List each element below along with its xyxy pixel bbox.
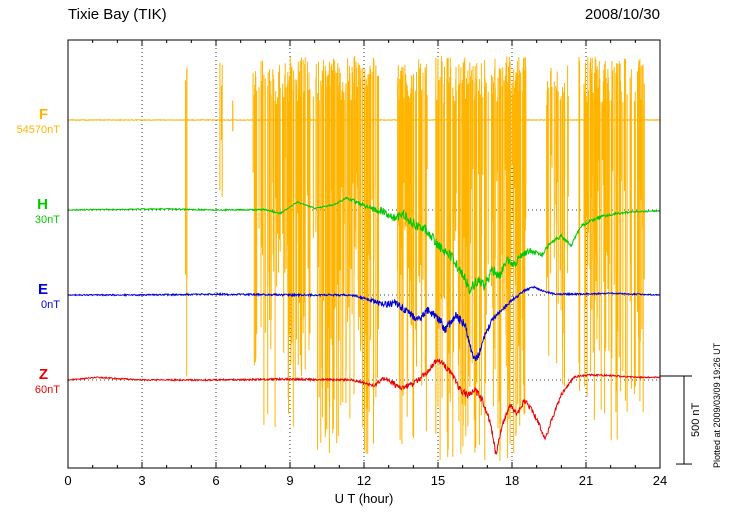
trace-F-spikes <box>185 56 645 461</box>
x-tick-label: 9 <box>286 473 294 488</box>
x-tick-label: 21 <box>578 473 594 488</box>
trace-E <box>67 285 660 362</box>
x-tick-label: 6 <box>212 473 220 488</box>
x-tick-label: 15 <box>430 473 446 488</box>
series-baseline-value: 0nT <box>41 299 60 311</box>
scale-bar <box>660 375 692 465</box>
x-tick-label: 0 <box>64 473 72 488</box>
series-label-h: H 30nT <box>0 196 62 227</box>
x-tick-label: 3 <box>138 473 146 488</box>
x-tick-label: 24 <box>652 473 668 488</box>
scale-bar-label: 500 nT <box>690 402 702 438</box>
trace-H <box>67 196 660 295</box>
series-label-f: F 54570nT <box>0 106 62 137</box>
series-label-e: E 0nT <box>0 281 62 312</box>
x-tick-label: 12 <box>356 473 372 488</box>
series-baseline-value: 54570nT <box>16 124 60 136</box>
series-letter: H <box>37 196 48 213</box>
series-baseline-value: 30nT <box>34 214 60 226</box>
x-axis-title: U T (hour) <box>334 491 394 506</box>
series-letter: E <box>37 281 48 298</box>
series-letter: Z <box>38 366 48 383</box>
plot-frame <box>67 39 661 469</box>
x-tick-label: 18 <box>504 473 520 488</box>
station-title: Tixie Bay (TIK) <box>68 6 167 23</box>
trace-Z <box>67 358 661 455</box>
traces <box>67 56 661 461</box>
series-letter: F <box>38 106 48 123</box>
plotted-at-credit: Plotted at 2009/03/09 19:26 UT <box>712 342 722 468</box>
x-axis-tick-labels: 0 3 6 9 12 15 18 21 24 <box>0 473 730 489</box>
series-baseline-value: 60nT <box>34 384 60 396</box>
series-label-z: Z 60nT <box>0 366 62 397</box>
date-label: 2008/10/30 <box>584 6 660 23</box>
